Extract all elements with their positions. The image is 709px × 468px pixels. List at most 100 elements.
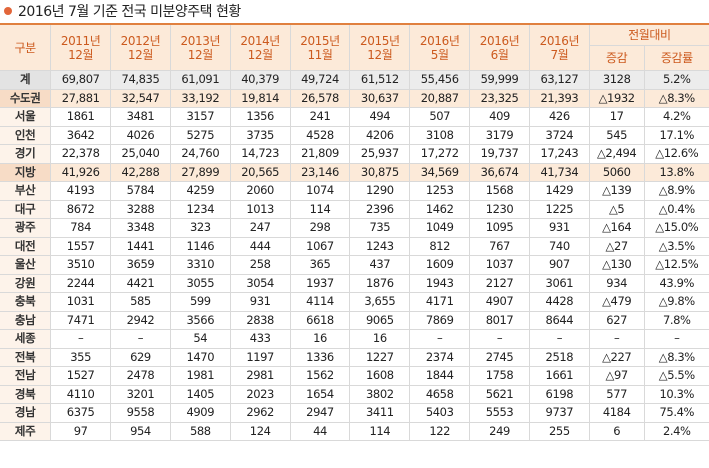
value-cell: 10.3% (644, 385, 709, 404)
value-cell: 3179 (469, 126, 530, 145)
period-month: 12월 (367, 47, 393, 62)
value-cell: 1225 (529, 200, 590, 219)
value-cell: △15.0% (644, 218, 709, 238)
value-cell: 16 (290, 329, 351, 349)
mom-group-header: 전월대비 (589, 23, 709, 46)
value-cell: 1356 (230, 107, 291, 127)
value-cell: 3642 (50, 126, 112, 145)
value-cell: 323 (170, 218, 231, 238)
value-cell: △5.5% (644, 366, 709, 386)
value-cell: 2942 (110, 311, 171, 330)
value-cell: 3108 (409, 126, 471, 145)
value-cell: 1146 (170, 237, 231, 256)
value-cell: 4259 (170, 181, 231, 201)
value-cell: 9558 (110, 403, 171, 423)
value-cell: △3.5% (644, 237, 709, 256)
table-row: 제주 97 954 588 124 44 114 122 249 255 6 2.4% (0, 422, 709, 441)
value-cell: 1562 (290, 366, 351, 386)
value-cell: △12.6% (644, 144, 709, 164)
region-cell: 경남 (0, 403, 52, 423)
value-cell: △130 (589, 255, 645, 275)
value-cell: 298 (290, 218, 351, 238)
value-cell: 1943 (409, 274, 471, 293)
value-cell: 258 (230, 255, 291, 275)
value-cell: 21,393 (529, 89, 590, 108)
value-cell: 4114 (290, 292, 351, 312)
period-year: 2013년 (180, 33, 221, 48)
value-cell: 437 (349, 255, 411, 275)
mom-subheader: 증감률 (644, 45, 709, 71)
value-cell: △164 (589, 218, 645, 238)
value-cell: 114 (349, 422, 411, 441)
value-cell: 627 (589, 311, 645, 330)
value-cell: 32,547 (110, 89, 171, 108)
value-cell: 3288 (110, 200, 171, 219)
value-cell: 545 (589, 126, 645, 145)
value-cell: 9065 (349, 311, 411, 330)
value-cell: 2947 (290, 403, 351, 423)
value-cell: 44 (290, 422, 351, 441)
value-cell: 767 (469, 237, 530, 256)
value-cell: – (529, 329, 590, 349)
value-cell: 507 (409, 107, 471, 127)
value-cell: 2981 (230, 366, 291, 386)
region-cell: 전북 (0, 348, 52, 367)
value-cell: 7.8% (644, 311, 709, 330)
value-cell: 8644 (529, 311, 590, 330)
page-title: 2016년 7월 기준 전국 미분양주택 현황 (4, 0, 241, 22)
value-cell: 2023 (230, 385, 291, 404)
value-cell: 2518 (529, 348, 590, 367)
value-cell: 426 (529, 107, 590, 127)
period-header: 2015년 11월 (290, 23, 351, 71)
value-cell: 6198 (529, 385, 590, 404)
value-cell: 255 (529, 422, 590, 441)
value-cell: 812 (409, 237, 471, 256)
table-row: 울산 3510 3659 3310 258 365 437 1609 1037 907 △130 △1… (0, 255, 709, 275)
value-cell: 740 (529, 237, 590, 256)
value-cell: 4.2% (644, 107, 709, 127)
value-cell: 365 (290, 255, 351, 275)
value-cell: 1876 (349, 274, 411, 293)
value-cell: 4528 (290, 126, 351, 145)
value-cell: 9737 (529, 403, 590, 423)
value-cell: 1661 (529, 366, 590, 386)
value-cell: △9.8% (644, 292, 709, 312)
period-header: 2016년 7월 (529, 23, 590, 71)
value-cell: 1441 (110, 237, 171, 256)
value-cell: 4171 (409, 292, 471, 312)
table-row: 계 69,807 74,835 61,091 40,379 49,724 61,512 55,… (0, 70, 709, 90)
table-row: 대전 1557 1441 1146 444 1067 1243 812 767 740 △27 △3.… (0, 237, 709, 256)
value-cell: 1937 (290, 274, 351, 293)
table-row: 경남 6375 9558 4909 2962 2947 3411 5403 5553 9737 41… (0, 403, 709, 423)
value-cell: 30,875 (349, 163, 411, 182)
period-month: 12월 (187, 47, 214, 62)
value-cell: 7869 (409, 311, 471, 330)
value-cell: 1067 (290, 237, 351, 256)
value-cell: 3201 (110, 385, 171, 404)
region-cell: 제주 (0, 422, 52, 441)
table-row: 인천 3642 4026 5275 3735 4528 4206 3108 3179 3724 54… (0, 126, 709, 145)
value-cell: 5621 (469, 385, 530, 404)
region-cell: 대전 (0, 237, 52, 256)
value-cell: 444 (230, 237, 291, 256)
value-cell: △8.9% (644, 181, 709, 201)
value-cell: 27,881 (50, 89, 112, 108)
value-cell: 4110 (50, 385, 112, 404)
value-cell: 3510 (50, 255, 112, 275)
value-cell: 75.4% (644, 403, 709, 423)
period-year: 2016년 (479, 33, 520, 48)
value-cell: △2,494 (589, 144, 645, 164)
value-cell: 3310 (170, 255, 231, 275)
value-cell: 25,937 (349, 144, 411, 164)
period-year: 2016년 (539, 33, 580, 48)
value-cell: 3724 (529, 126, 590, 145)
value-cell: 19,814 (230, 89, 291, 108)
value-cell: 907 (529, 255, 590, 275)
value-cell: 1197 (230, 348, 291, 367)
value-cell: 409 (469, 107, 530, 127)
value-cell: 30,637 (349, 89, 411, 108)
value-cell: 23,146 (290, 163, 351, 182)
value-cell: 122 (409, 422, 471, 441)
value-cell: 599 (170, 292, 231, 312)
value-cell: 1981 (170, 366, 231, 386)
